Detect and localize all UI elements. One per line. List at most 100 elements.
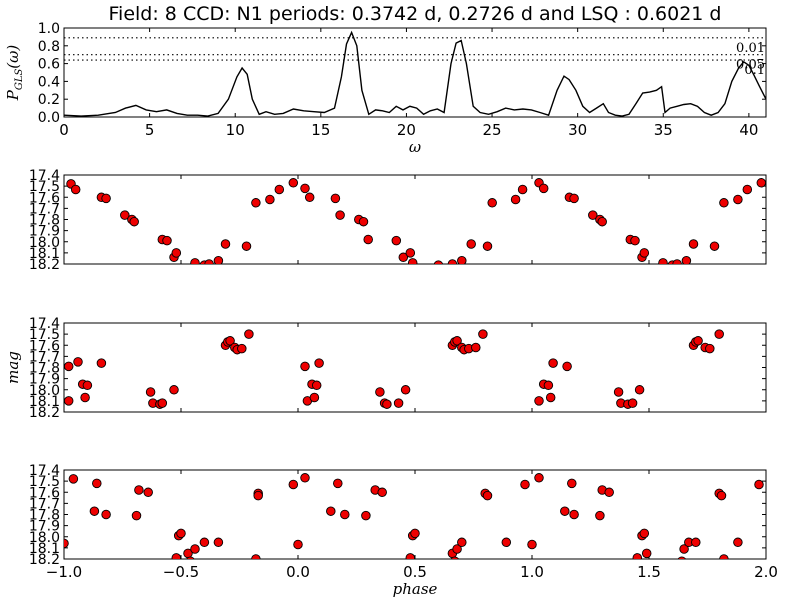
data-point: [375, 387, 385, 397]
y-tick-label: 0.4: [38, 74, 60, 90]
data-point: [190, 258, 200, 264]
y-tick-label: 17.8: [29, 213, 60, 229]
data-point: [300, 473, 310, 483]
data-point: [309, 392, 320, 403]
data-point: [641, 548, 652, 559]
periodogram-line: [64, 30, 766, 117]
data-point: [405, 553, 416, 559]
y-tick-label: 18.1: [29, 541, 60, 557]
data-point: [719, 554, 729, 559]
data-point: [466, 239, 476, 249]
data-point: [145, 387, 156, 397]
data-point: [400, 385, 411, 395]
x-tick-label: 10: [226, 121, 245, 139]
phase-panel-1: 17.417.517.617.717.817.918.018.118.2: [29, 168, 778, 273]
data-point: [627, 398, 638, 408]
data-point: [129, 216, 139, 227]
data-point: [639, 528, 650, 539]
data-point: [304, 192, 315, 203]
data-point: [101, 509, 111, 520]
data-point: [64, 538, 69, 549]
y-tick-label: 18.0: [29, 235, 60, 251]
data-point: [527, 539, 537, 550]
data-point: [335, 210, 345, 220]
y-tick-label: 17.5: [29, 474, 60, 490]
plot-area: [64, 329, 724, 409]
x-tick-label: 30: [568, 121, 587, 139]
data-point: [330, 193, 341, 204]
data-point: [176, 528, 186, 539]
data-point: [251, 198, 261, 208]
data-point: [213, 537, 224, 548]
data-point: [457, 537, 467, 548]
y-tick-label: 17.4: [29, 168, 60, 184]
data-point: [393, 398, 404, 408]
data-point: [162, 235, 172, 246]
data-point: [733, 537, 743, 548]
y-tick-label: 18.2: [29, 405, 60, 421]
data-point: [769, 184, 778, 193]
data-point: [658, 258, 668, 264]
axes-frame: [63, 174, 767, 265]
data-point: [190, 544, 200, 554]
y-tick-label: 18.1: [29, 394, 60, 410]
significance-label: 0.1: [744, 63, 765, 78]
data-point: [358, 216, 369, 227]
data-point: [471, 342, 481, 353]
data-point: [314, 358, 324, 368]
data-point: [382, 399, 392, 409]
data-point: [517, 184, 528, 195]
phase-panel-3: 17.417.517.617.717.817.918.018.118.2−1.0…: [29, 463, 778, 598]
data-point: [407, 258, 418, 264]
x-tick-label: 25: [483, 121, 502, 139]
y-tick-label: 18.2: [29, 552, 60, 568]
x-axis-label: ω: [409, 138, 421, 156]
y-tick-label: 17.7: [29, 496, 60, 512]
y-tick-label: 0.0: [38, 110, 60, 126]
x-tick-label: 1.5: [637, 563, 661, 581]
data-point: [186, 556, 195, 559]
data-point: [452, 544, 462, 554]
y-tick-label: 17.6: [29, 485, 60, 501]
data-point: [253, 490, 263, 501]
data-point: [265, 194, 275, 205]
data-point: [634, 385, 645, 395]
data-point: [632, 553, 643, 559]
data-point: [595, 510, 605, 521]
data-point: [68, 474, 79, 484]
data-point: [101, 193, 111, 204]
y-tick-label: 17.8: [29, 508, 60, 524]
data-point: [157, 398, 168, 408]
y-tick-label: 1.0: [38, 21, 60, 37]
data-point: [705, 343, 715, 354]
y-tick-label: 17.6: [29, 338, 60, 354]
x-tick-label: 35: [654, 121, 673, 139]
data-point: [714, 329, 724, 339]
x-tick-label: 0.5: [403, 563, 427, 581]
x-tick-label: 1.0: [520, 563, 544, 581]
data-point: [604, 487, 614, 498]
data-point: [251, 554, 261, 559]
data-point: [452, 336, 462, 346]
data-point: [501, 537, 512, 548]
y-tick-label: 18.0: [29, 383, 60, 399]
data-point: [672, 259, 682, 264]
y-tick-label: 17.9: [29, 372, 60, 388]
y-tick-label: 0.2: [38, 92, 60, 108]
data-point: [410, 528, 420, 539]
x-tick-label: 20: [397, 121, 416, 139]
y-axis-label: PGLS(ω): [4, 45, 25, 102]
data-point: [569, 509, 579, 520]
significance-label: 0.01: [736, 41, 765, 56]
data-point: [131, 510, 142, 521]
data-point: [691, 537, 701, 548]
data-point: [244, 329, 254, 339]
y-tick-label: 17.5: [29, 179, 60, 195]
data-point: [639, 248, 650, 258]
data-point: [630, 235, 640, 246]
data-point: [169, 385, 179, 395]
y-tick-label: 17.5: [29, 327, 60, 343]
data-point: [377, 487, 387, 498]
data-point: [538, 183, 549, 194]
